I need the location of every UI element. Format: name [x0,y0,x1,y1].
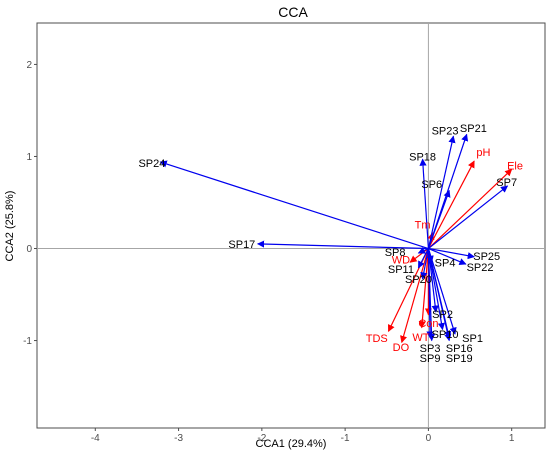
zero-reference-lines [37,23,545,428]
env-label-do: DO [393,342,410,354]
species-arrow-sp20 [420,248,429,280]
env-label-ph: pH [476,147,490,159]
species-arrow-sp6 [427,189,451,249]
species-label-sp16: SP16 [446,343,473,355]
plot-panel [36,22,546,429]
species-label-sp4: SP4 [435,257,456,269]
species-arrow-sp18 [419,158,430,249]
x-tick-label: -4 [91,433,100,444]
y-tick-label: -1 [23,336,32,347]
y-tick-label: 0 [26,244,32,255]
species-arrow-sp24 [159,160,429,250]
species-arrow-sp9 [427,248,436,342]
x-tick-label: 1 [509,433,515,444]
env-label-tm: Tm [415,220,431,232]
species-label-sp9: SP9 [420,353,441,365]
env-arrow-ph [427,160,475,249]
env-label-con: Con [418,318,438,330]
species-label-sp19: SP19 [446,353,473,365]
species-arrow-sp25 [428,247,475,260]
species-arrow-sp8 [417,247,429,254]
species-arrow-sp10 [427,248,445,331]
species-label-sp17: SP17 [228,239,255,251]
species-arrow-sp17 [256,240,429,250]
env-arrow-ele [427,168,513,249]
species-label-sp10: SP10 [432,329,459,341]
species-label-sp8: SP8 [385,247,406,259]
y-axis-title: CCA2 (25.8%) [4,191,16,262]
species-label-sp21: SP21 [460,123,487,135]
species-arrow-sp23 [427,135,456,249]
species-label-sp22: SP22 [467,262,494,274]
env-label-wd: WD [392,255,410,267]
x-tick-label: -1 [341,433,350,444]
species-label-sp23: SP23 [432,126,459,138]
species-label-sp11: SP11 [388,264,414,276]
y-axis: -1 0 1 2 [23,60,37,347]
species-label-sp24: SP24 [138,158,165,170]
species-arrow-sp11 [417,248,429,269]
chart-title: CCA [278,4,308,20]
species-label-sp7: SP7 [496,177,517,189]
y-tick-label: 2 [26,60,32,71]
species-arrow-sp19 [427,248,452,342]
species-arrow-sp7 [428,185,509,249]
species-arrow-sp1 [427,248,457,335]
species-label-sp2: SP2 [432,309,453,321]
x-tick-label: -2 [257,433,266,444]
species-label-sp25: SP25 [473,251,500,263]
env-label-tds: TDS [366,333,388,345]
x-tick-label: 0 [426,433,432,444]
x-tick-label: -3 [174,433,183,444]
env-label-wt: WT [412,332,429,344]
x-axis-title: CCA1 (29.4%) [256,438,327,450]
species-arrow-sp22 [428,247,467,265]
species-label-sp3: SP3 [420,343,441,355]
y-tick-label: 1 [26,152,32,163]
species-label-sp1: SP1 [462,333,483,345]
species-arrows [159,133,509,342]
species-label-sp18: SP18 [409,151,436,163]
species-label-sp20: SP20 [405,274,432,286]
species-label-sp6: SP6 [421,179,442,191]
x-axis: -4 -3 -2 -1 0 1 [91,428,515,444]
env-label-ele: Ele [507,161,523,173]
